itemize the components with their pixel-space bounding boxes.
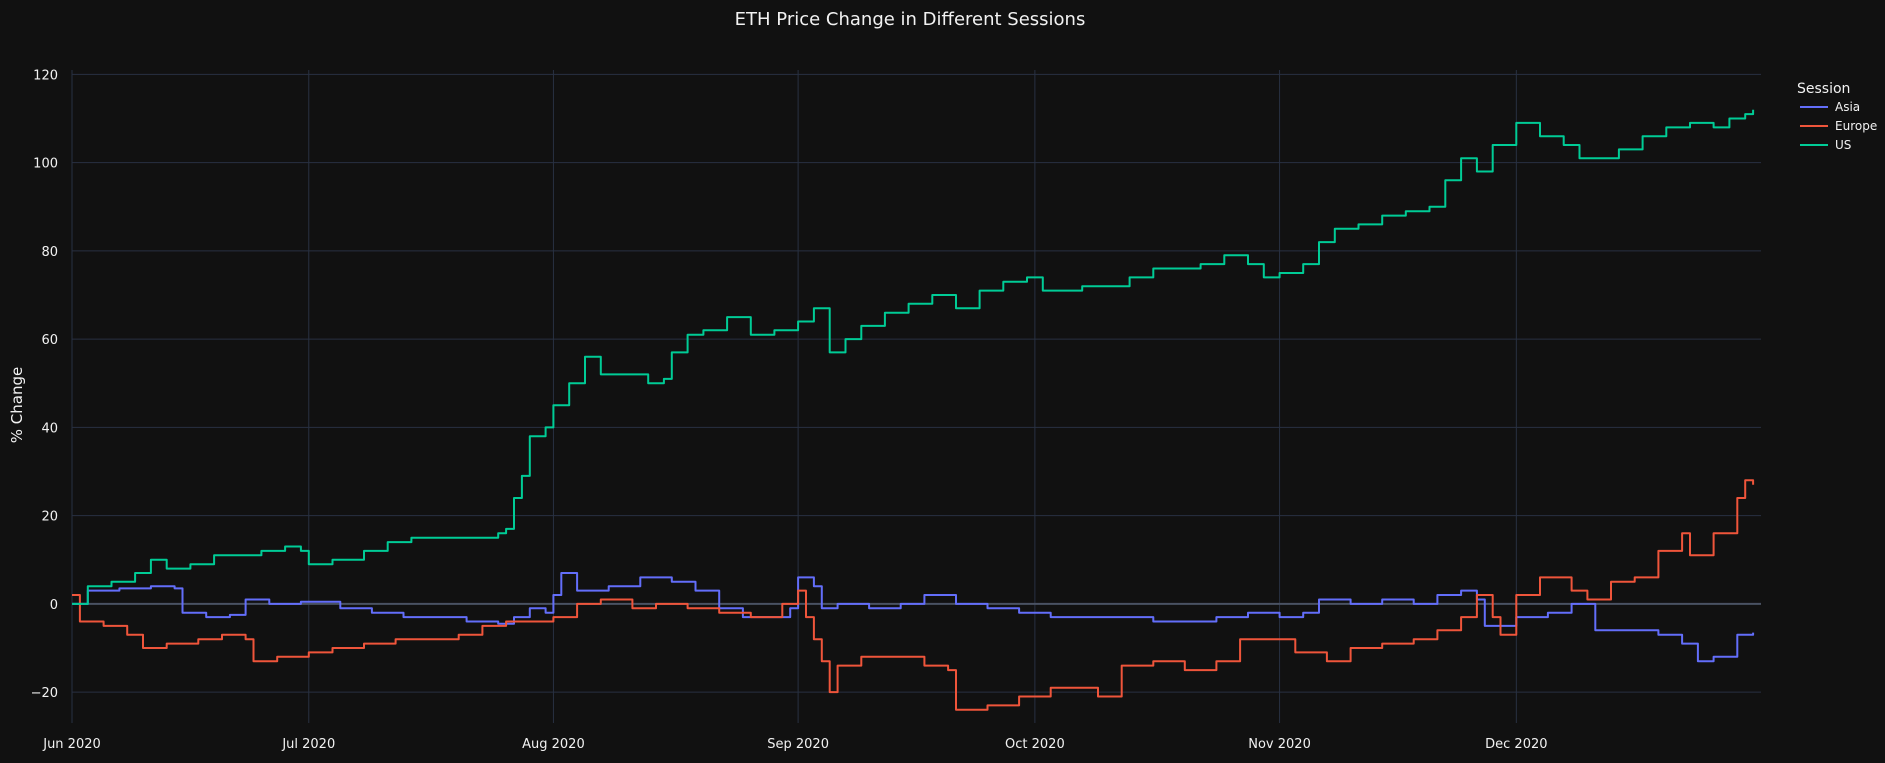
y-tick-label: −20 [31,686,58,701]
legend-label: Europe [1835,119,1877,133]
x-tick-label: Sep 2020 [767,737,829,752]
y-tick-label: 20 [41,510,58,525]
x-tick-label: Nov 2020 [1248,737,1311,752]
y-tick-labels: −20 0 20 40 60 80 100 120 [31,68,58,701]
x-tick-label: Oct 2020 [1005,737,1065,752]
x-tick-label: Jul 2020 [281,737,335,752]
y-tick-label: 0 [50,598,58,613]
x-tick-label: Aug 2020 [522,737,585,752]
legend-label: US [1835,138,1851,152]
legend[interactable]: Session Asia Europe US [1797,81,1877,152]
series-layer [72,109,1755,711]
chart-title: ETH Price Change in Different Sessions [735,9,1086,30]
legend-item-us[interactable]: US [1800,138,1851,152]
x-tick-label: Jun 2020 [42,737,101,752]
x-gridlines [71,70,1517,723]
legend-item-asia[interactable]: Asia [1800,100,1860,114]
legend-item-europe[interactable]: Europe [1800,119,1877,133]
legend-label: Asia [1835,100,1860,114]
series-line-asia [72,572,1755,663]
y-tick-label: 120 [33,68,58,83]
legend-title: Session [1797,81,1850,97]
y-tick-label: 40 [41,421,58,436]
x-tick-label: Dec 2020 [1485,737,1547,752]
y-axis-label: % Change [8,367,26,443]
y-tick-label: 60 [41,333,58,348]
x-tick-labels: Jun 2020 Jul 2020 Aug 2020 Sep 2020 Oct 2020… [42,737,1547,752]
y-tick-label: 80 [41,245,58,260]
y-tick-label: 100 [33,157,58,172]
series-line-europe [72,479,1755,711]
series-line-us [72,109,1755,605]
